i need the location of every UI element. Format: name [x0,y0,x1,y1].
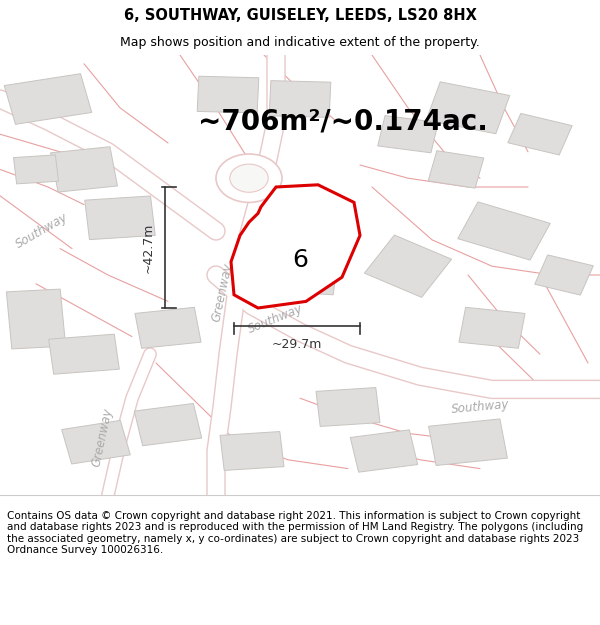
Text: Greenway: Greenway [89,407,115,468]
Polygon shape [426,82,510,134]
Text: Southway: Southway [247,302,305,336]
Polygon shape [197,76,259,113]
Circle shape [216,154,282,202]
Polygon shape [508,113,572,155]
Text: ~42.7m: ~42.7m [141,222,154,272]
Text: 6, SOUTHWAY, GUISELEY, LEEDS, LS20 8HX: 6, SOUTHWAY, GUISELEY, LEEDS, LS20 8HX [124,8,476,23]
Polygon shape [316,388,380,426]
Polygon shape [262,246,338,295]
Polygon shape [458,202,550,260]
Text: ~29.7m: ~29.7m [272,338,322,351]
Polygon shape [428,151,484,188]
Text: Southway: Southway [14,211,70,251]
Polygon shape [231,185,360,308]
Polygon shape [378,116,438,152]
Polygon shape [364,235,452,298]
Polygon shape [459,308,525,348]
Polygon shape [134,404,202,446]
Text: Map shows position and indicative extent of the property.: Map shows position and indicative extent… [120,36,480,49]
Text: Greenway: Greenway [209,262,235,323]
Polygon shape [4,74,92,124]
Polygon shape [14,155,58,184]
Polygon shape [350,430,418,472]
Polygon shape [49,334,119,374]
Circle shape [230,164,268,192]
Polygon shape [428,419,508,466]
Polygon shape [268,207,332,246]
Polygon shape [50,147,118,192]
Text: Contains OS data © Crown copyright and database right 2021. This information is : Contains OS data © Crown copyright and d… [7,511,583,556]
Text: 6: 6 [292,248,308,272]
Polygon shape [220,431,284,471]
Polygon shape [62,421,130,464]
Polygon shape [85,196,155,239]
Polygon shape [535,255,593,295]
Polygon shape [135,308,201,348]
Polygon shape [7,289,65,349]
Text: Southway: Southway [451,398,509,416]
Text: ~706m²/~0.174ac.: ~706m²/~0.174ac. [198,107,488,135]
Polygon shape [269,81,331,118]
